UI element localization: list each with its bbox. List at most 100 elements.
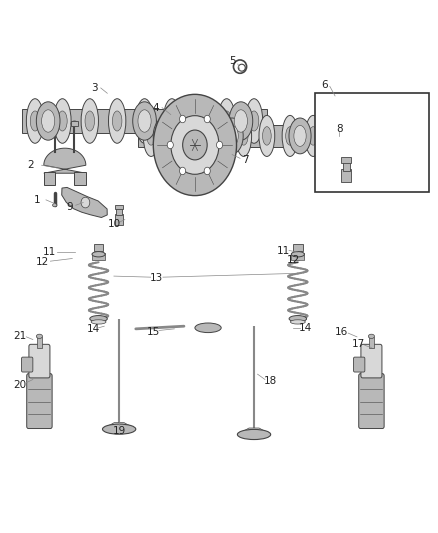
Text: 14: 14: [87, 324, 100, 334]
Ellipse shape: [85, 111, 95, 131]
Text: 11: 11: [276, 246, 290, 255]
Polygon shape: [355, 133, 392, 155]
Polygon shape: [237, 428, 271, 434]
Ellipse shape: [133, 102, 156, 140]
Circle shape: [204, 115, 210, 123]
Circle shape: [183, 130, 207, 160]
Text: 1: 1: [34, 195, 41, 205]
Ellipse shape: [289, 316, 307, 322]
Bar: [44, 172, 55, 185]
Ellipse shape: [109, 99, 126, 143]
Bar: [92, 253, 105, 260]
Bar: [37, 337, 42, 348]
Bar: [71, 121, 78, 126]
Text: 9: 9: [66, 202, 73, 212]
FancyBboxPatch shape: [27, 374, 52, 429]
Ellipse shape: [140, 111, 149, 131]
Ellipse shape: [136, 99, 153, 143]
Text: 14: 14: [299, 323, 312, 333]
Text: 7: 7: [242, 155, 249, 165]
Ellipse shape: [368, 334, 374, 338]
Ellipse shape: [170, 127, 179, 145]
Ellipse shape: [229, 102, 253, 140]
Ellipse shape: [153, 118, 175, 154]
Bar: [74, 172, 86, 185]
Text: 5: 5: [229, 56, 236, 66]
Ellipse shape: [237, 430, 271, 440]
FancyBboxPatch shape: [315, 93, 429, 192]
Ellipse shape: [236, 116, 251, 157]
Ellipse shape: [71, 121, 78, 126]
Ellipse shape: [245, 99, 263, 143]
Ellipse shape: [194, 111, 204, 131]
Bar: [341, 157, 351, 163]
Circle shape: [216, 141, 223, 149]
Ellipse shape: [221, 118, 243, 154]
Text: 10: 10: [107, 219, 120, 229]
Circle shape: [81, 197, 90, 208]
Ellipse shape: [26, 99, 44, 143]
Ellipse shape: [305, 116, 321, 157]
Ellipse shape: [92, 252, 105, 257]
Ellipse shape: [166, 116, 182, 157]
Ellipse shape: [249, 111, 259, 131]
Ellipse shape: [218, 99, 235, 143]
Ellipse shape: [54, 99, 71, 143]
Polygon shape: [102, 423, 136, 429]
Ellipse shape: [286, 127, 294, 145]
Circle shape: [180, 115, 186, 123]
Ellipse shape: [294, 125, 306, 147]
Text: 21: 21: [13, 331, 26, 341]
Text: 3: 3: [91, 83, 98, 93]
Polygon shape: [62, 188, 107, 217]
Ellipse shape: [163, 99, 180, 143]
Bar: [369, 337, 374, 348]
Text: 12: 12: [36, 257, 49, 267]
Ellipse shape: [58, 111, 67, 131]
Ellipse shape: [190, 116, 205, 157]
Ellipse shape: [42, 110, 55, 132]
Bar: [115, 205, 123, 209]
Ellipse shape: [226, 125, 238, 147]
Bar: [115, 214, 123, 225]
Polygon shape: [44, 148, 86, 173]
Ellipse shape: [30, 111, 40, 131]
Ellipse shape: [195, 323, 221, 333]
Ellipse shape: [290, 320, 305, 324]
Ellipse shape: [240, 127, 248, 145]
Ellipse shape: [259, 116, 275, 157]
Ellipse shape: [113, 111, 122, 131]
FancyBboxPatch shape: [21, 357, 33, 372]
Ellipse shape: [147, 127, 155, 145]
Circle shape: [180, 167, 186, 175]
Text: 4: 4: [152, 103, 159, 112]
Ellipse shape: [52, 121, 59, 126]
Ellipse shape: [138, 110, 151, 132]
Ellipse shape: [36, 102, 60, 140]
Circle shape: [153, 94, 237, 196]
Ellipse shape: [90, 316, 107, 322]
Ellipse shape: [167, 111, 177, 131]
Ellipse shape: [53, 204, 57, 207]
FancyBboxPatch shape: [353, 357, 365, 372]
Ellipse shape: [36, 334, 42, 338]
Ellipse shape: [193, 127, 202, 145]
Text: 18: 18: [264, 376, 277, 386]
Bar: [116, 207, 122, 215]
Ellipse shape: [282, 116, 298, 157]
Circle shape: [371, 140, 378, 148]
Circle shape: [204, 167, 210, 175]
Ellipse shape: [216, 127, 225, 145]
Text: 13: 13: [150, 273, 163, 283]
Bar: [293, 244, 303, 251]
Text: 6: 6: [321, 80, 328, 90]
Ellipse shape: [191, 99, 208, 143]
FancyBboxPatch shape: [359, 374, 384, 429]
Bar: [94, 244, 103, 251]
Ellipse shape: [213, 116, 229, 157]
Ellipse shape: [309, 127, 318, 145]
Ellipse shape: [222, 111, 231, 131]
Text: 15: 15: [147, 327, 160, 336]
Text: 19: 19: [113, 426, 126, 435]
Ellipse shape: [91, 320, 106, 324]
